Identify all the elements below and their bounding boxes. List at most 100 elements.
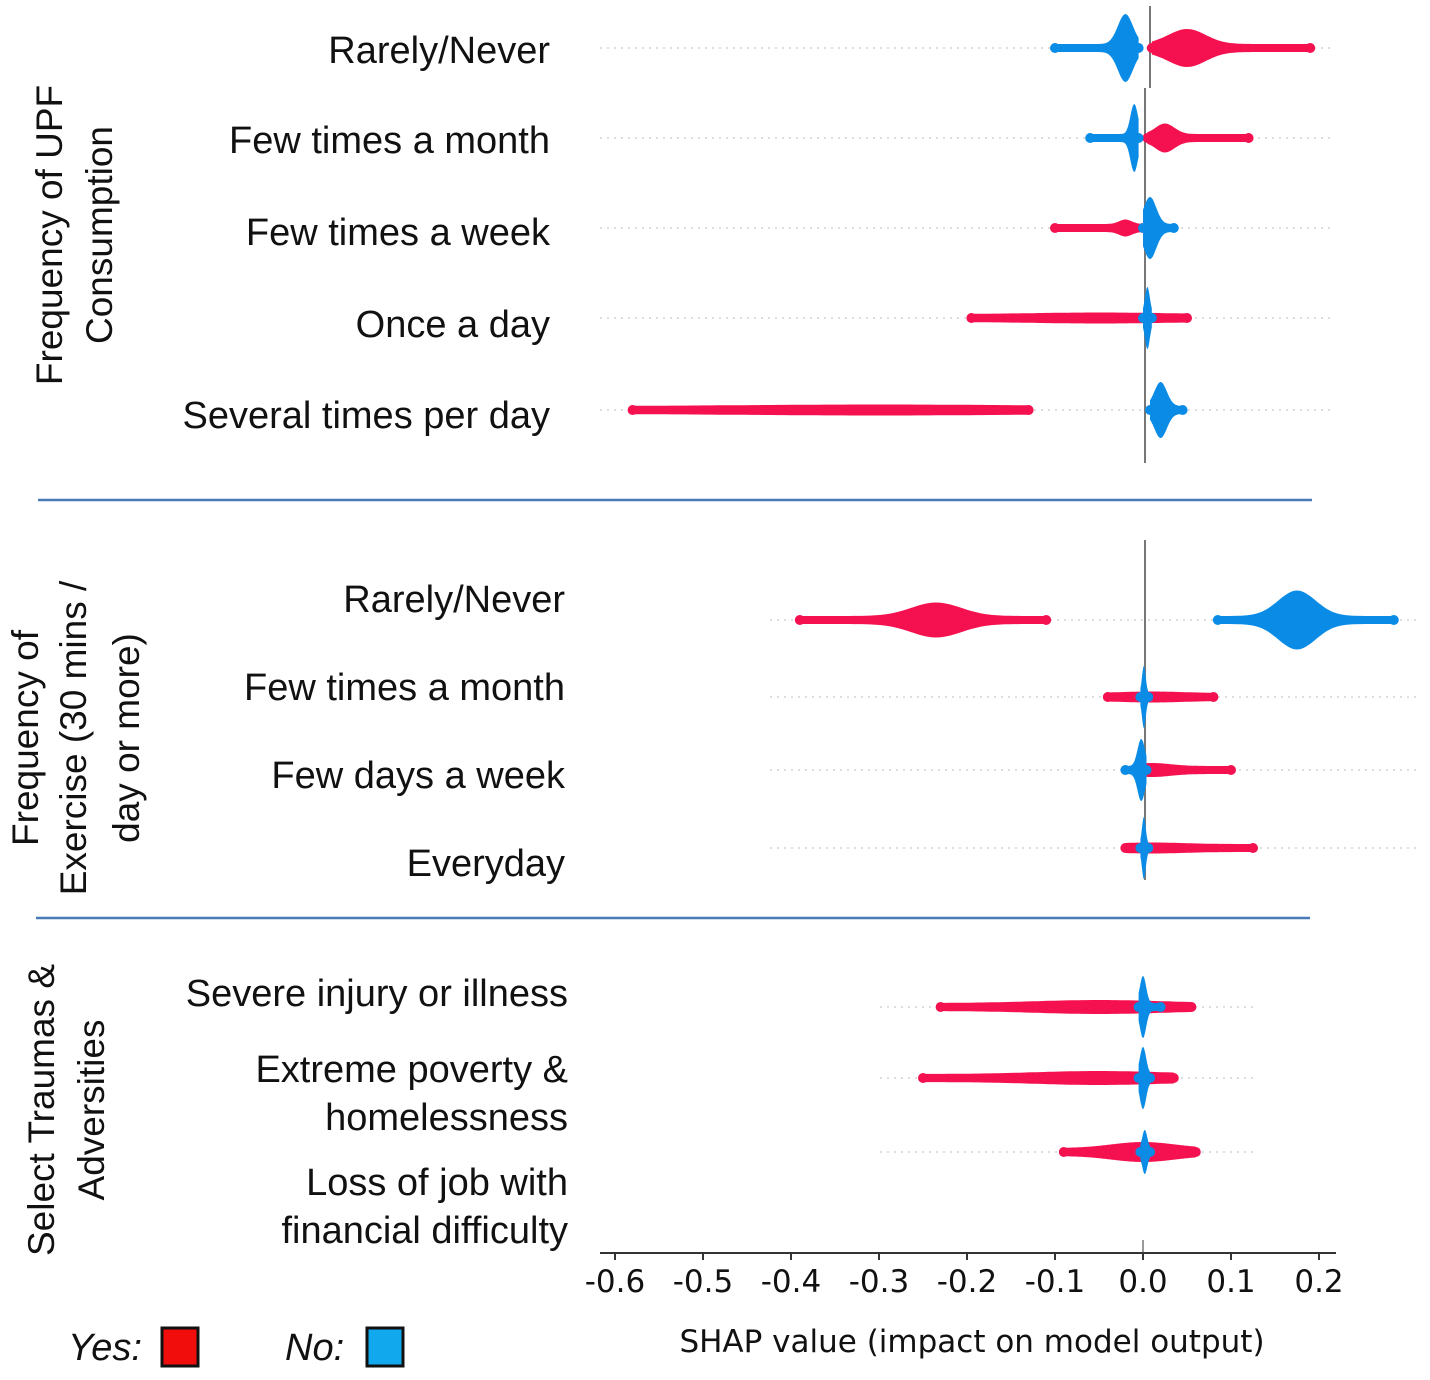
yes-distribution-min-point	[966, 313, 977, 323]
yes-distribution-max-point	[1190, 1147, 1201, 1157]
no-distribution-max-point	[1145, 1073, 1156, 1083]
no-distribution-min-point	[1120, 765, 1131, 775]
x-tick-label: -0.4	[761, 1264, 822, 1300]
group-title: Frequency of	[5, 629, 46, 846]
yes-distribution-max-point	[1186, 1002, 1197, 1012]
no-distribution-max-point	[1388, 615, 1399, 625]
x-tick-label: -0.5	[673, 1264, 734, 1300]
no-distribution-max-point	[1168, 223, 1179, 233]
yes-distribution-min-point	[1058, 1147, 1069, 1157]
row-marks	[627, 382, 1188, 438]
row-label: financial difficulty	[281, 1210, 568, 1252]
x-tick-label: -0.2	[937, 1264, 998, 1300]
yes-distribution	[1063, 1142, 1196, 1162]
yes-distribution-min-point	[627, 405, 638, 415]
row-label: Few days a week	[271, 755, 566, 797]
x-tick-label: 0.2	[1294, 1264, 1343, 1300]
x-axis: -0.6 -0.5 -0.4 -0.3 -0.2 -0.1 0.0 0.1 0.2	[585, 1240, 1344, 1300]
yes-distribution	[1055, 219, 1143, 237]
yes-distribution	[1147, 123, 1249, 153]
legend-no-swatch	[365, 1326, 405, 1368]
yes-distribution	[799, 602, 1047, 638]
yes-distribution-max-point	[1248, 843, 1258, 853]
no-distribution-max-point	[1177, 405, 1188, 415]
group-title: Exercise (30 mins /	[53, 580, 94, 895]
no-distribution-min-point	[1133, 1073, 1144, 1083]
no-distribution-min-point	[1138, 223, 1148, 233]
yes-distribution-min-point	[918, 1073, 928, 1083]
no-distribution-min-point	[1135, 692, 1146, 702]
no-distribution	[1055, 14, 1139, 82]
yes-distribution	[1151, 29, 1311, 67]
row-marks	[935, 976, 1197, 1038]
no-distribution-max-point	[1143, 692, 1154, 702]
x-tick-label: 0.0	[1118, 1264, 1167, 1300]
yes-distribution-max-point	[1305, 43, 1316, 53]
x-axis-label: SHAP value (impact on model output)	[679, 1324, 1264, 1360]
row-marks	[1120, 739, 1236, 801]
no-distribution-min-point	[1212, 615, 1223, 625]
no-distribution	[1138, 976, 1161, 1038]
row-label: Rarely/Never	[328, 30, 550, 72]
x-tick-label: -0.6	[585, 1264, 646, 1300]
no-distribution-min-point	[1050, 43, 1060, 53]
row-label: Few times a month	[244, 667, 565, 709]
data-marks	[627, 14, 1399, 1174]
yes-distribution-min-point	[1146, 43, 1157, 53]
yes-distribution-min-point	[1120, 843, 1131, 853]
row-label: Several times per day	[183, 395, 551, 437]
row-marks	[1085, 104, 1254, 172]
yes-distribution-max-point	[1182, 313, 1192, 323]
group-titles: Frequency of UPF Consumption Frequency of E…	[5, 85, 147, 1256]
group-title: Adversities	[71, 1020, 112, 1201]
no-distribution-max-point	[1141, 765, 1152, 775]
row-marks	[966, 287, 1192, 349]
group-separators	[36, 498, 1312, 920]
row-label: Few times a month	[229, 120, 550, 162]
yes-distribution-min-point	[1102, 692, 1113, 702]
yes-distribution-max-point	[1226, 765, 1236, 775]
no-distribution-min-point	[1145, 405, 1156, 415]
yes-distribution	[1125, 842, 1253, 854]
row-marks	[1050, 14, 1316, 82]
row-label: Everyday	[407, 843, 565, 885]
row-marks	[918, 1047, 1179, 1109]
yes-distribution-min-point	[1050, 223, 1060, 233]
yes-distribution	[632, 404, 1029, 416]
group-title: day or more)	[106, 633, 147, 843]
row-label: Few times a week	[246, 212, 551, 254]
yes-distribution-max-point	[1168, 1073, 1179, 1083]
yes-distribution	[1107, 691, 1214, 703]
yes-distribution	[1143, 763, 1231, 777]
yes-distribution-min-point	[935, 1002, 946, 1012]
row-marks	[1050, 197, 1179, 259]
no-distribution	[1125, 739, 1147, 801]
row-label: Rarely/Never	[343, 579, 565, 621]
group-title: Select Traumas &	[21, 964, 62, 1256]
no-distribution-min-point	[1133, 1002, 1144, 1012]
row-marks	[794, 590, 1399, 650]
yes-distribution	[971, 312, 1187, 324]
yes-distribution-max-point	[1023, 405, 1034, 415]
no-distribution	[1217, 590, 1394, 650]
yes-distribution	[923, 1071, 1174, 1085]
no-distribution-max-point	[1133, 133, 1144, 143]
row-marks	[1058, 1130, 1201, 1174]
x-tick-label: -0.1	[1025, 1264, 1086, 1300]
no-distribution	[1138, 1047, 1150, 1109]
x-tick-label: 0.1	[1206, 1264, 1255, 1300]
no-distribution-max-point	[1143, 843, 1154, 853]
no-distribution-min-point	[1085, 133, 1096, 143]
no-distribution	[1150, 382, 1183, 438]
row-label: Loss of job with	[306, 1162, 568, 1204]
yes-distribution-min-point	[1142, 133, 1153, 143]
row-labels: Rarely/Never Few times a month Few times a…	[183, 30, 569, 1252]
legend-yes-swatch	[160, 1326, 200, 1368]
row-label: Extreme poverty &	[255, 1049, 568, 1091]
yes-distribution	[940, 1000, 1192, 1014]
legend-yes-label: Yes:	[68, 1327, 142, 1369]
yes-distribution-min-point	[794, 615, 805, 625]
no-distribution	[1090, 104, 1139, 172]
legend: Yes: No:	[68, 1326, 405, 1369]
row-marks	[1102, 666, 1219, 728]
